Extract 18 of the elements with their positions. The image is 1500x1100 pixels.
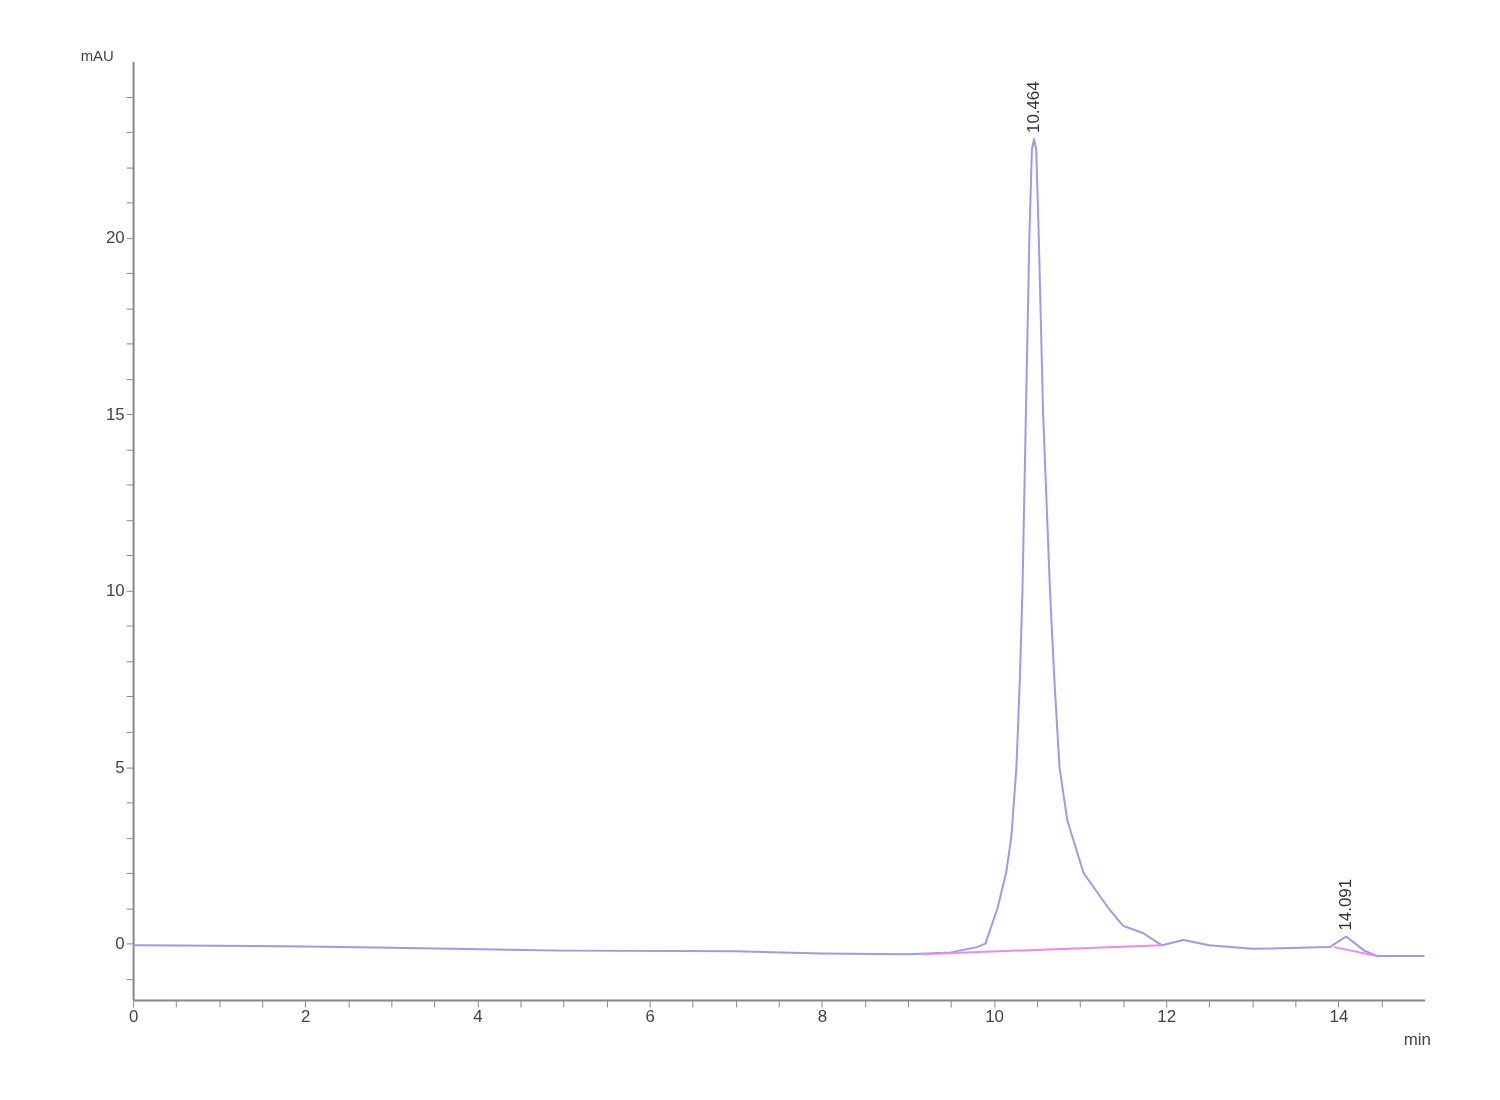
x-tick-label: 10: [985, 1007, 1004, 1027]
annotation: 14.091: [1336, 878, 1356, 931]
x-tick-label: 2: [301, 1007, 311, 1027]
line-series: [132, 137, 1426, 957]
y-tick-label: 5: [115, 757, 125, 777]
x-tick-label: 8: [817, 1007, 828, 1027]
x-tick-label: 6: [645, 1007, 655, 1027]
y-tick-label: 0: [115, 934, 125, 954]
x-axis-title: min: [1403, 1030, 1431, 1050]
y-tick-label: 20: [105, 228, 125, 248]
annotation: 10.464: [1023, 81, 1043, 133]
y-tick-label: 10: [105, 581, 125, 601]
x-tick-label: 0: [128, 1007, 139, 1027]
y-axis-title: mAU: [80, 47, 114, 64]
y-tick-label: 15: [105, 404, 125, 424]
x-tick-label: 12: [1157, 1007, 1177, 1027]
x-tick-label: 14: [1329, 1007, 1349, 1027]
x-tick-label: 4: [473, 1007, 483, 1027]
